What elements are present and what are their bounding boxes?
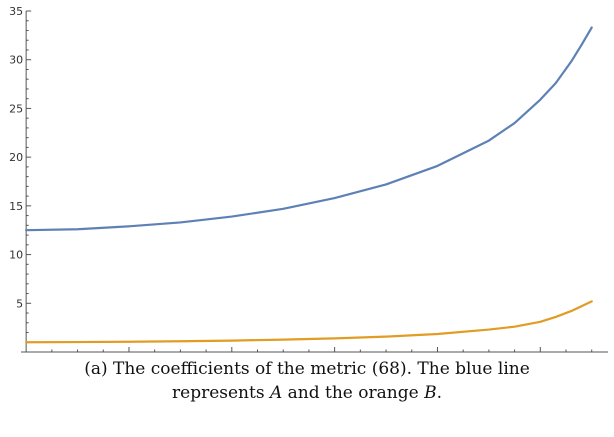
series-line-2	[25, 300, 593, 344]
caption-line-1: (a) The coefficients of the metric (68).…	[84, 359, 530, 379]
series-lines	[25, 26, 593, 344]
y-tick-label: 20	[9, 151, 23, 164]
caption-var-a: A	[269, 383, 283, 403]
chart-plot: 0.20.40.60.81.05101520253035	[9, 5, 608, 353]
caption-text-represents: represents	[172, 383, 270, 403]
axes	[21, 11, 608, 353]
caption-line-2: represents A and the orange B.	[0, 381, 614, 405]
y-tick-label: 25	[9, 102, 23, 115]
y-tick-label: 10	[9, 249, 23, 262]
figure-caption: (a) The coefficients of the metric (68).…	[0, 357, 614, 405]
ticks: 0.20.40.60.81.05101520253035	[9, 5, 593, 352]
caption-var-b: B	[424, 383, 437, 403]
series-line-1	[25, 26, 593, 232]
y-tick-label: 15	[9, 200, 23, 213]
caption-text-period: .	[436, 383, 442, 403]
caption-text-and-orange: and the orange	[282, 383, 425, 403]
y-tick-label: 30	[9, 54, 23, 67]
y-tick-label: 35	[9, 5, 23, 18]
y-tick-label: 5	[16, 297, 23, 310]
